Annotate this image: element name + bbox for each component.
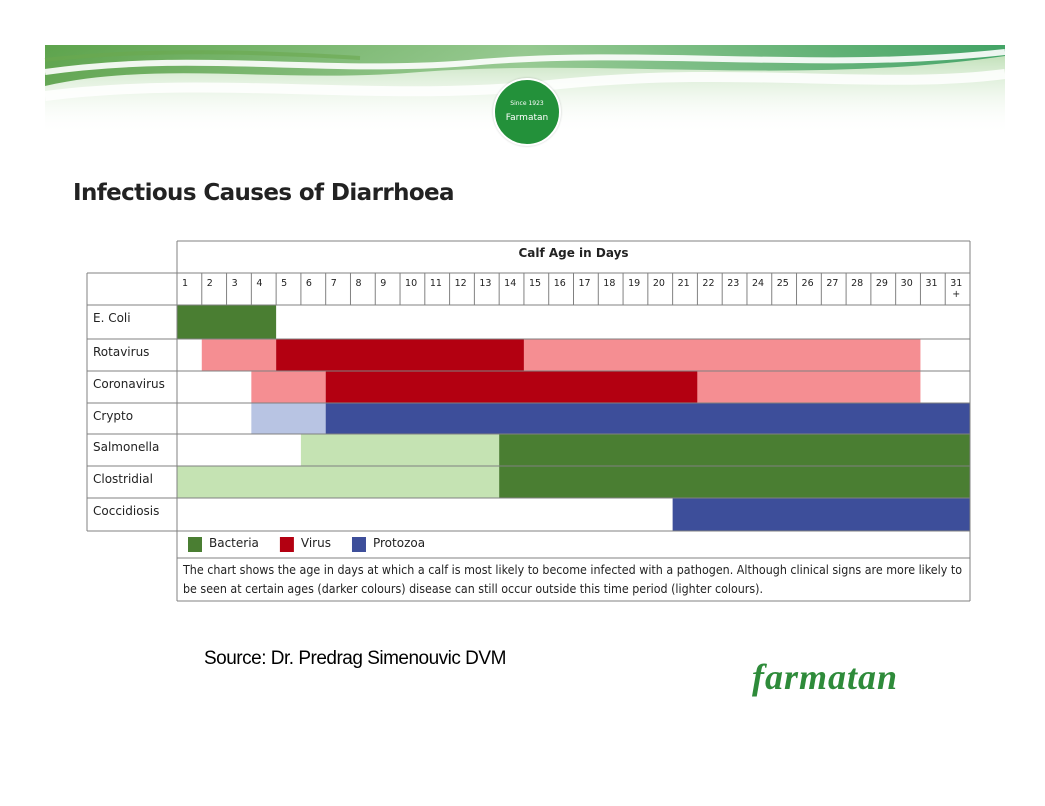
bar-rotavirus-3	[523, 339, 921, 371]
row-label: Coronavirus	[93, 377, 165, 391]
day-label: 24	[752, 278, 764, 289]
bar-coccidiosis-1	[672, 498, 970, 531]
logo-since-text: Since 1923	[510, 100, 544, 107]
day-label: 3	[232, 278, 238, 289]
legend-label-virus: Virus	[301, 536, 331, 550]
day-label: 17	[579, 278, 591, 289]
day-label: 10	[405, 278, 417, 289]
bar-coronavirus-2	[325, 371, 698, 403]
day-label: 22	[702, 278, 714, 289]
day-label: 8	[355, 278, 361, 289]
bar-salmonella-2	[499, 434, 970, 466]
bar-coronavirus-3	[697, 371, 921, 403]
calf-age-header: Calf Age in Days	[518, 246, 628, 260]
row-label: Clostridial	[93, 472, 153, 486]
day-label: 31	[925, 278, 937, 289]
legend-swatch-protozoa	[351, 537, 366, 552]
row-label: Crypto	[93, 409, 133, 423]
bar-rotavirus-2	[276, 339, 524, 371]
chart-title: Infectious Causes of Diarrhoea	[73, 180, 455, 206]
bar-coronavirus-1	[251, 371, 326, 403]
day-label: 12	[455, 278, 467, 289]
bar-clostridial-2	[499, 466, 970, 498]
day-label: 7	[331, 278, 337, 289]
day-label: 28	[851, 278, 863, 289]
day-label: 16	[554, 278, 566, 289]
chart-note-line: The chart shows the age in days at which…	[182, 563, 962, 577]
day-label: 25	[777, 278, 789, 289]
bar-e-coli-1	[177, 305, 277, 339]
day-label: 11	[430, 278, 442, 289]
day-label: 2	[207, 278, 213, 289]
day-label: 18	[603, 278, 615, 289]
row-label: Rotavirus	[93, 345, 149, 359]
day-label: 20	[653, 278, 665, 289]
legend-swatch-virus	[279, 537, 294, 552]
day-label: 19	[628, 278, 640, 289]
bar-clostridial-1	[177, 466, 500, 498]
logo-badge: Since 1923 Farmatan	[493, 78, 561, 146]
chart-note-line: be seen at certain ages (darker colours)…	[183, 582, 763, 596]
bar-rotavirus-1	[201, 339, 277, 371]
day-label: 30	[901, 278, 913, 289]
source-credit: Source: Dr. Predrag Simenouvic DVM	[204, 648, 506, 669]
day-label: 9	[380, 278, 386, 289]
bar-crypto-1	[251, 403, 326, 434]
legend-label-bacteria: Bacteria	[209, 536, 259, 550]
day-label: 31 +	[950, 278, 962, 300]
bar-crypto-2	[325, 403, 970, 434]
day-label: 21	[678, 278, 690, 289]
day-label: 6	[306, 278, 312, 289]
day-label: 26	[802, 278, 814, 289]
brand-wordmark: farmatan	[752, 657, 899, 697]
day-label: 15	[529, 278, 541, 289]
day-label: 14	[504, 278, 516, 289]
legend-label-protozoa: Protozoa	[373, 536, 425, 550]
day-label: 29	[876, 278, 888, 289]
row-label: Salmonella	[93, 440, 159, 454]
logo-name-text: Farmatan	[505, 113, 549, 123]
day-label: 13	[479, 278, 491, 289]
day-label: 5	[281, 278, 287, 289]
day-label: 23	[727, 278, 739, 289]
bar-salmonella-1	[300, 434, 500, 466]
legend-swatch-bacteria	[188, 537, 202, 552]
row-label: Coccidiosis	[93, 504, 159, 518]
day-label: 27	[826, 278, 838, 289]
row-label: E. Coli	[93, 311, 131, 325]
day-label: 4	[256, 278, 262, 289]
day-label: 1	[182, 278, 188, 289]
